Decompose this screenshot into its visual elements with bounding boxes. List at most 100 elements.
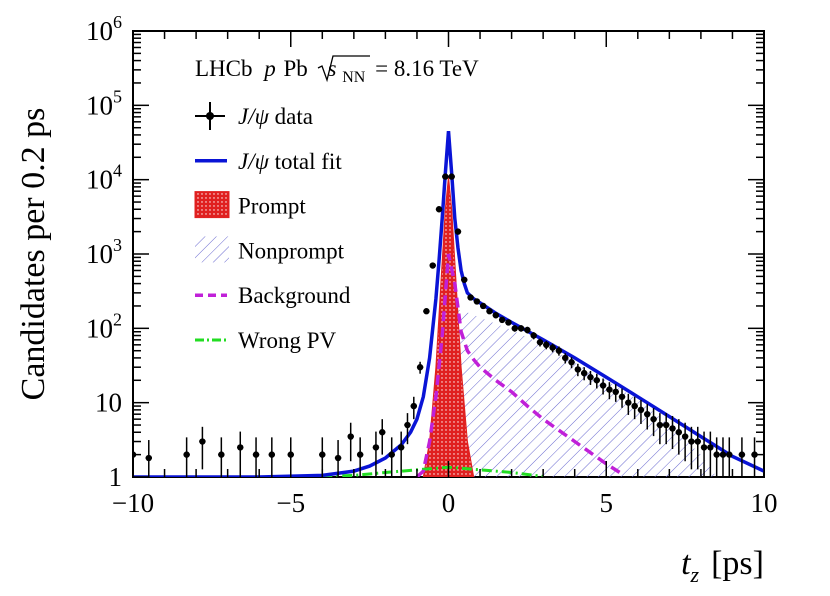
data-marker [183, 451, 190, 458]
data-point [675, 419, 683, 455]
data-point [372, 431, 380, 477]
data-marker [543, 341, 550, 349]
x-axis-unit: [ps] [711, 545, 764, 582]
y-tick-base: 10 [86, 165, 113, 195]
data-marker [606, 386, 613, 393]
y-tick-base: 10 [86, 16, 113, 46]
data-point [237, 431, 244, 477]
data-marker [568, 359, 575, 366]
data-point [644, 403, 651, 430]
data-point [334, 440, 342, 477]
data-point [492, 312, 500, 319]
data-point [631, 396, 638, 420]
legend-label-text: Prompt [238, 194, 306, 219]
data-point [388, 437, 395, 477]
data-point [606, 382, 613, 400]
data-point [580, 367, 588, 381]
data-marker [334, 454, 342, 462]
data-marker [644, 410, 651, 418]
data-marker [218, 451, 225, 458]
data-marker [700, 444, 708, 451]
data-point [587, 370, 594, 385]
data-marker [379, 429, 386, 436]
experiment-label: LHCb [195, 56, 253, 81]
data-point [650, 408, 657, 437]
y-tick-base: 10 [86, 313, 113, 343]
y-tick-label: 102 [86, 309, 122, 343]
data-point [549, 343, 556, 353]
data-marker [625, 399, 632, 406]
data-marker [448, 173, 455, 180]
wrong-pv-curve [322, 465, 544, 477]
data-marker [688, 438, 695, 445]
legend-item-wrongpv: Wrong PV [195, 328, 336, 353]
data-point [738, 437, 746, 477]
data-marker [356, 451, 364, 458]
data-marker [410, 402, 417, 410]
energy-value: = 8.16 TeV [375, 56, 479, 81]
data-point [662, 413, 670, 445]
data-point [183, 437, 190, 477]
legend-item-total: J/ψ total fit [195, 149, 342, 174]
data-point [681, 422, 689, 462]
data-marker [473, 298, 481, 305]
data-point [435, 206, 443, 213]
data-marker [555, 347, 563, 354]
data-point [498, 316, 506, 324]
data-marker [738, 451, 746, 458]
legend-label-prefix: J/ψ [238, 149, 270, 174]
data-marker [372, 444, 380, 451]
data-point [568, 357, 575, 369]
data-marker [319, 451, 326, 458]
background-curve [415, 253, 623, 477]
data-marker [524, 326, 531, 334]
data-point [379, 419, 386, 455]
data-marker [442, 173, 449, 180]
data-point [612, 384, 619, 402]
component-fills [422, 176, 717, 477]
x-tick-label: 10 [751, 488, 778, 518]
data-marker [199, 438, 206, 445]
data-marker [287, 451, 294, 458]
y-tick-label: 1 [109, 462, 123, 492]
data-point [530, 332, 537, 340]
data-point [707, 431, 714, 477]
y-tick-base: 10 [86, 239, 113, 269]
system-a-label: p [262, 56, 276, 81]
data-point [442, 173, 449, 180]
data-marker [593, 377, 600, 384]
y-axis-title: Candidates per 0.2 ps [15, 108, 52, 401]
data-marker [435, 206, 443, 213]
data-point [574, 363, 582, 377]
legend-label: Wrong PV [238, 328, 336, 353]
data-point [347, 422, 354, 462]
data-point [480, 302, 487, 310]
data-point [700, 431, 708, 477]
data-point [505, 319, 512, 326]
chart-title: LHCb p Pb s NN = 8.16 TeV [195, 56, 479, 87]
data-point [429, 262, 436, 269]
data-marker [347, 433, 354, 440]
legend-label-text: Background [238, 283, 351, 308]
data-marker [505, 319, 512, 326]
data-point [473, 298, 481, 305]
data-marker [268, 451, 276, 458]
legend-label-text: total fit [269, 149, 342, 174]
x-axis-symbol: t [681, 545, 692, 582]
data-point [751, 437, 758, 477]
data-point [625, 393, 632, 415]
data-marker [587, 374, 594, 381]
y-tick-label: 10 [95, 388, 122, 418]
data-point [536, 338, 544, 347]
data-point [486, 308, 493, 315]
energy-subscript: NN [342, 69, 366, 86]
data-marker [681, 433, 689, 440]
data-point [199, 426, 206, 470]
data-marker [751, 451, 758, 458]
data-point [461, 276, 468, 283]
data-marker [707, 444, 714, 451]
data-marker [675, 429, 683, 436]
data-point [555, 346, 563, 356]
